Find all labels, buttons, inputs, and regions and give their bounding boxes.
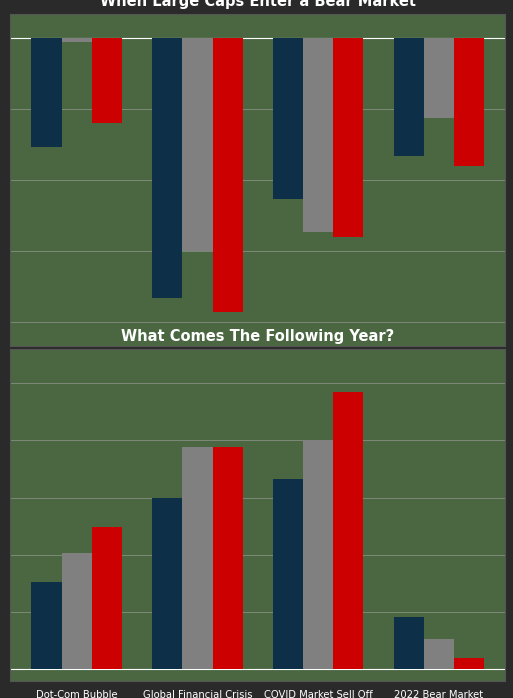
Title: When Large Caps Enter a Bear Market: When Large Caps Enter a Bear Market bbox=[100, 0, 416, 8]
Bar bbox=[182, 38, 212, 251]
Bar bbox=[454, 38, 484, 165]
Bar bbox=[152, 498, 182, 669]
Bar bbox=[273, 480, 303, 669]
Bar bbox=[393, 616, 424, 669]
Bar bbox=[152, 38, 182, 298]
Bar bbox=[212, 447, 243, 669]
Bar bbox=[424, 639, 454, 669]
Bar bbox=[333, 38, 363, 237]
Title: What Comes The Following Year?: What Comes The Following Year? bbox=[121, 329, 394, 343]
Bar bbox=[303, 38, 333, 232]
Bar bbox=[424, 38, 454, 118]
Bar bbox=[62, 38, 92, 43]
Bar bbox=[31, 38, 62, 147]
Bar bbox=[31, 582, 62, 669]
Bar bbox=[303, 440, 333, 669]
Bar bbox=[92, 528, 122, 669]
Bar bbox=[454, 658, 484, 669]
Bar bbox=[92, 38, 122, 123]
Bar bbox=[273, 38, 303, 199]
Bar bbox=[212, 38, 243, 313]
Bar bbox=[62, 553, 92, 669]
Bar bbox=[393, 38, 424, 156]
Bar bbox=[182, 447, 212, 669]
Legend: U.S. Large Cap, U.S. Mid Cap, U.S. Small Cap: U.S. Large Cap, U.S. Mid Cap, U.S. Small… bbox=[116, 415, 399, 433]
Bar bbox=[333, 392, 363, 669]
